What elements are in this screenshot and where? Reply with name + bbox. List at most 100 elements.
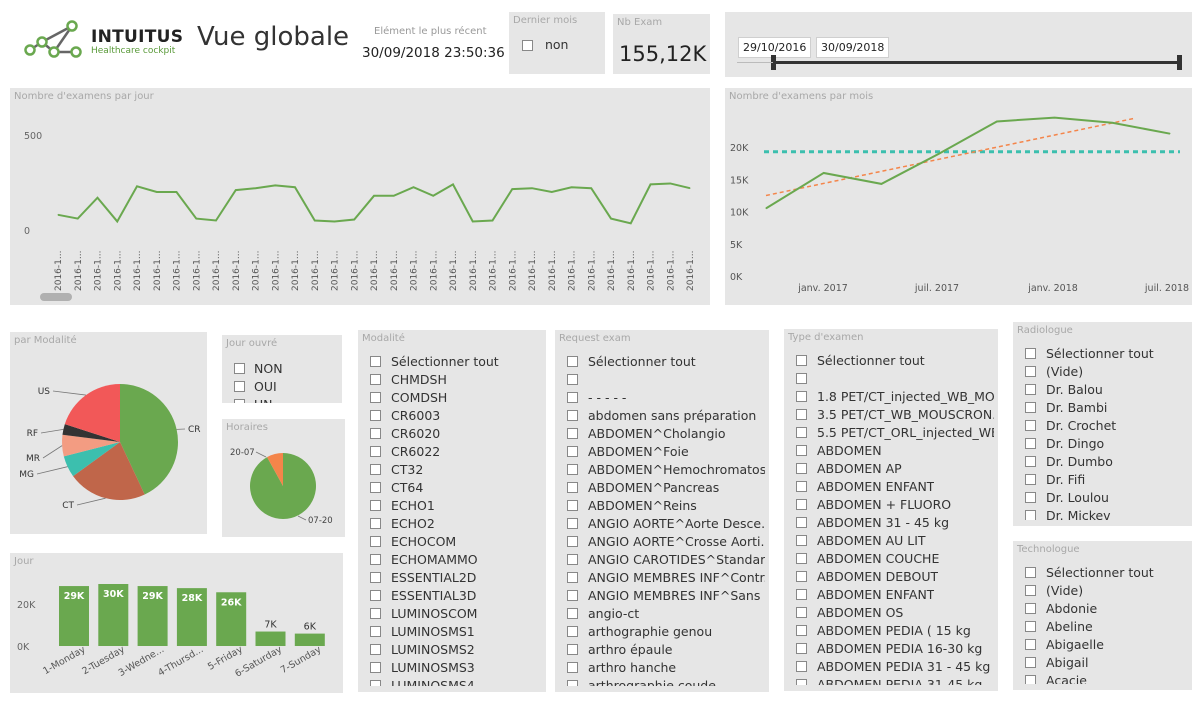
- slicer-item[interactable]: ECHOCOM: [370, 532, 542, 550]
- checkbox[interactable]: [370, 535, 381, 547]
- checkbox[interactable]: [796, 624, 807, 636]
- checkbox[interactable]: [796, 606, 807, 618]
- slicer-item[interactable]: Abigail: [1025, 653, 1188, 671]
- checkbox[interactable]: [370, 427, 381, 439]
- slicer-item[interactable]: ANGIO AORTE^Crosse Aorti...: [567, 532, 765, 550]
- radiologue-slicer-list[interactable]: Sélectionner tout (Vide) Dr. Balou Dr. Bamb…: [1025, 344, 1188, 520]
- slicer-item[interactable]: Sélectionner tout: [1025, 344, 1188, 362]
- checkbox[interactable]: [1025, 383, 1036, 395]
- checkbox[interactable]: [796, 354, 807, 366]
- slicer-item[interactable]: ABDOMEN AP: [796, 459, 994, 477]
- checkbox[interactable]: [796, 678, 807, 685]
- technologue-slicer-list[interactable]: Sélectionner tout (Vide) Abdonie Abeline Abi…: [1025, 563, 1188, 684]
- slicer-item[interactable]: CR6022: [370, 442, 542, 460]
- checkbox[interactable]: [567, 661, 578, 673]
- checkbox[interactable]: [796, 462, 807, 474]
- jour-ouvre-option-non[interactable]: NON: [234, 359, 283, 377]
- slicer-item[interactable]: Abigaelle: [1025, 635, 1188, 653]
- slicer-item[interactable]: ABDOMEN ENFANT: [796, 477, 994, 495]
- slicer-item[interactable]: ECHO1: [370, 496, 542, 514]
- checkbox[interactable]: [567, 481, 578, 493]
- checkbox[interactable]: [567, 499, 578, 511]
- checkbox[interactable]: [1025, 473, 1036, 485]
- checkbox[interactable]: [567, 607, 578, 619]
- slicer-item[interactable]: (Vide): [1025, 362, 1188, 380]
- checkbox[interactable]: [370, 589, 381, 601]
- checkbox[interactable]: [1025, 437, 1036, 449]
- checkbox[interactable]: [796, 534, 807, 546]
- slicer-item[interactable]: Dr. Mickev: [1025, 506, 1188, 520]
- checkbox[interactable]: [1025, 620, 1036, 632]
- checkbox[interactable]: [567, 427, 578, 439]
- checkbox[interactable]: [1025, 656, 1036, 668]
- slicer-item[interactable]: angio-ct: [567, 604, 765, 622]
- checkbox[interactable]: [1025, 602, 1036, 614]
- checkbox[interactable]: [1025, 419, 1036, 431]
- horizontal-scrollbar[interactable]: [40, 293, 72, 301]
- checkbox[interactable]: [370, 499, 381, 511]
- checkbox[interactable]: [567, 391, 578, 403]
- checkbox[interactable]: [234, 398, 245, 403]
- slicer-item[interactable]: Dr. Fifi: [1025, 470, 1188, 488]
- checkbox[interactable]: [796, 552, 807, 564]
- slicer-item[interactable]: [567, 370, 765, 388]
- slicer-item[interactable]: 1.8 PET/CT_injected_WB_MO...: [796, 387, 994, 405]
- slicer-item[interactable]: ECHOMAMMO: [370, 550, 542, 568]
- slicer-item[interactable]: ABDOMEN PEDIA ( 15 kg: [796, 621, 994, 639]
- checkbox[interactable]: [567, 355, 578, 367]
- checkbox[interactable]: [1025, 491, 1036, 503]
- checkbox[interactable]: [796, 390, 807, 402]
- slicer-item[interactable]: ABDOMEN PEDIA 31 - 45 kg: [796, 657, 994, 675]
- date-slider-start-handle[interactable]: [771, 55, 776, 70]
- slicer-item[interactable]: arthro épaule: [567, 640, 765, 658]
- checkbox[interactable]: [234, 380, 245, 392]
- slicer-item[interactable]: 5.5 PET/CT_ORL_injected_WB...: [796, 423, 994, 441]
- slicer-item[interactable]: ANGIO MEMBRES INF^Sans ...: [567, 586, 765, 604]
- checkbox[interactable]: [1025, 455, 1036, 467]
- checkbox[interactable]: [370, 355, 381, 367]
- checkbox[interactable]: [370, 661, 381, 673]
- slicer-item[interactable]: CT64: [370, 478, 542, 496]
- slicer-item[interactable]: ABDOMEN^Hemochromatose: [567, 460, 765, 478]
- checkbox[interactable]: [370, 373, 381, 385]
- slicer-item[interactable]: Dr. Crochet: [1025, 416, 1188, 434]
- slicer-item[interactable]: ECHO2: [370, 514, 542, 532]
- slicer-item[interactable]: ABDOMEN AU LIT: [796, 531, 994, 549]
- checkbox[interactable]: [567, 643, 578, 655]
- checkbox[interactable]: [796, 516, 807, 528]
- slicer-item[interactable]: - - - - -: [567, 388, 765, 406]
- checkbox[interactable]: [1025, 674, 1036, 684]
- checkbox[interactable]: [567, 625, 578, 637]
- slicer-item[interactable]: ABDOMEN OS: [796, 603, 994, 621]
- slicer-item[interactable]: Dr. Loulou: [1025, 488, 1188, 506]
- checkbox[interactable]: [370, 517, 381, 529]
- checkbox[interactable]: [567, 445, 578, 457]
- checkbox[interactable]: [1025, 347, 1036, 359]
- checkbox[interactable]: [370, 481, 381, 493]
- slicer-item[interactable]: abdomen sans préparation: [567, 406, 765, 424]
- checkbox[interactable]: [796, 426, 807, 438]
- checkbox[interactable]: [370, 607, 381, 619]
- checkbox[interactable]: [567, 517, 578, 529]
- slicer-item[interactable]: LUMINOSCOM: [370, 604, 542, 622]
- checkbox[interactable]: [567, 373, 578, 385]
- checkbox[interactable]: [370, 679, 381, 686]
- checkbox[interactable]: [567, 679, 578, 686]
- slicer-item[interactable]: Dr. Bambi: [1025, 398, 1188, 416]
- slicer-item[interactable]: Acacie: [1025, 671, 1188, 684]
- checkbox[interactable]: [234, 362, 245, 374]
- slicer-item[interactable]: ABDOMEN: [796, 441, 994, 459]
- checkbox[interactable]: [522, 40, 533, 51]
- slicer-item[interactable]: ABDOMEN PEDIA 16-30 kg: [796, 639, 994, 657]
- checkbox[interactable]: [567, 463, 578, 475]
- slicer-item[interactable]: ESSENTIAL3D: [370, 586, 542, 604]
- slicer-item[interactable]: ABDOMEN 31 - 45 kg: [796, 513, 994, 531]
- slicer-item[interactable]: arthro hanche: [567, 658, 765, 676]
- slicer-item[interactable]: CR6020: [370, 424, 542, 442]
- jour-ouvre-option-un[interactable]: UN: [234, 395, 283, 403]
- type-examen-slicer-list[interactable]: Sélectionner tout 1.8 PET/CT_injected_WB_…: [796, 351, 994, 685]
- checkbox[interactable]: [370, 553, 381, 565]
- checkbox[interactable]: [1025, 401, 1036, 413]
- slicer-item[interactable]: ABDOMEN^Foie: [567, 442, 765, 460]
- slicer-item[interactable]: ANGIO AORTE^Aorte Desce...: [567, 514, 765, 532]
